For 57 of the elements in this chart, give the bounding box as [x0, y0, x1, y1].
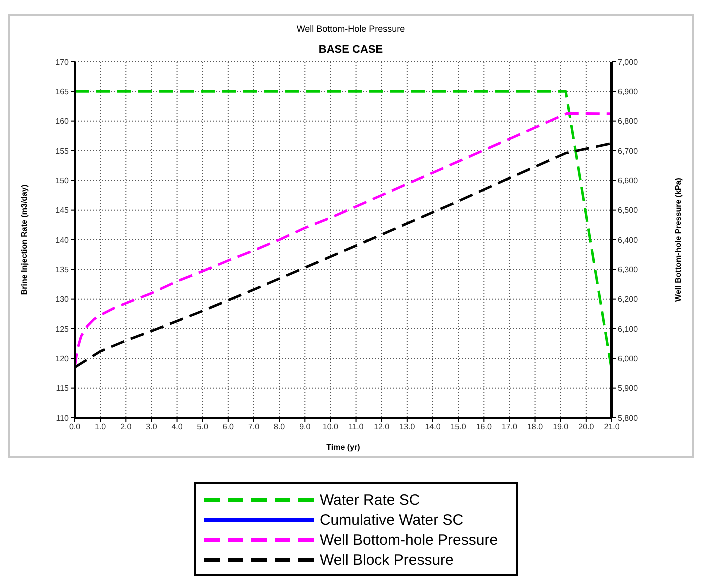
legend-label: Water Rate SC	[320, 492, 420, 508]
y-tick-label: 155	[56, 146, 70, 156]
legend-label: Cumulative Water SC	[320, 512, 464, 528]
y-tick-label: 135	[56, 266, 70, 275]
x-tick-label: 12.0	[374, 422, 390, 432]
y-tick-label: 160	[56, 117, 70, 126]
x-tick-label: 3.0	[146, 422, 158, 432]
x-tick-label: 20.0	[578, 422, 595, 432]
y-tick-label: 130	[56, 295, 70, 304]
legend-label: Well Block Pressure	[320, 552, 454, 568]
x-tick-label: 16.0	[476, 422, 492, 432]
y2-tick-label: 6,400	[618, 236, 639, 245]
x-tick-label: 0.0	[69, 422, 82, 432]
y2-tick-label: 6,200	[618, 295, 639, 304]
y-tick-label: 150	[56, 176, 70, 186]
y-axis-title: Brine Injection Rate (m3/day)	[20, 184, 29, 296]
x-tick-label: 19.0	[553, 422, 570, 432]
x-tick-label: 15.0	[450, 422, 467, 432]
y2-tick-label: 6,300	[618, 266, 639, 275]
y2-tick-label: 6,500	[618, 206, 639, 216]
chart-title: Well Bottom-Hole Pressure	[296, 24, 406, 34]
x-tick-label: 10.0	[322, 422, 340, 432]
y-tick-label: 165	[56, 88, 70, 97]
x-tick-label: 5.0	[197, 422, 209, 432]
x-tick-label: 11.0	[348, 422, 364, 432]
x-tick-label: 14.0	[425, 422, 442, 432]
y-tick-label: 115	[56, 384, 70, 394]
y2-tick-label: 6,800	[618, 117, 639, 126]
chart-subtitle: BASE CASE	[318, 44, 384, 56]
y2-tick-label: 6,100	[618, 324, 639, 334]
y-tick-label: 125	[56, 324, 70, 334]
x-tick-label: 2.0	[120, 422, 132, 432]
x-tick-label: 1.0	[95, 422, 107, 432]
x-tick-label: 8.0	[274, 422, 286, 432]
y-tick-label: 145	[56, 206, 70, 216]
y-tick-label: 170	[56, 58, 70, 67]
x-tick-label: 4.0	[172, 422, 184, 432]
y2-tick-label: 6,900	[618, 88, 639, 97]
y2-tick-label: 7,000	[618, 58, 639, 67]
x-tick-label: 17.0	[502, 422, 518, 432]
legend-label: Well Bottom-hole Pressure	[320, 532, 498, 548]
y2-tick-label: 6,000	[618, 354, 639, 364]
x-tick-label: 6.0	[222, 422, 235, 432]
x-tick-label: 18.0	[527, 422, 544, 432]
y2-tick-label: 5,800	[618, 414, 639, 423]
x-axis-title: Time (yr)	[326, 443, 361, 452]
y2-axis-title: Well Bottom-hole Pressure (kPa)	[674, 178, 683, 302]
y-tick-label: 140	[56, 236, 70, 245]
y-tick-label: 120	[56, 354, 70, 364]
y2-tick-label: 6,600	[618, 176, 639, 186]
x-tick-label: 13.0	[400, 422, 416, 432]
y2-tick-label: 5,900	[618, 384, 639, 394]
x-tick-label: 21.0	[604, 422, 620, 432]
x-tick-label: 9.0	[300, 422, 312, 432]
x-tick-label: 7.0	[248, 422, 260, 432]
y2-tick-label: 6,700	[618, 146, 639, 156]
y-tick-label: 110	[56, 414, 70, 423]
